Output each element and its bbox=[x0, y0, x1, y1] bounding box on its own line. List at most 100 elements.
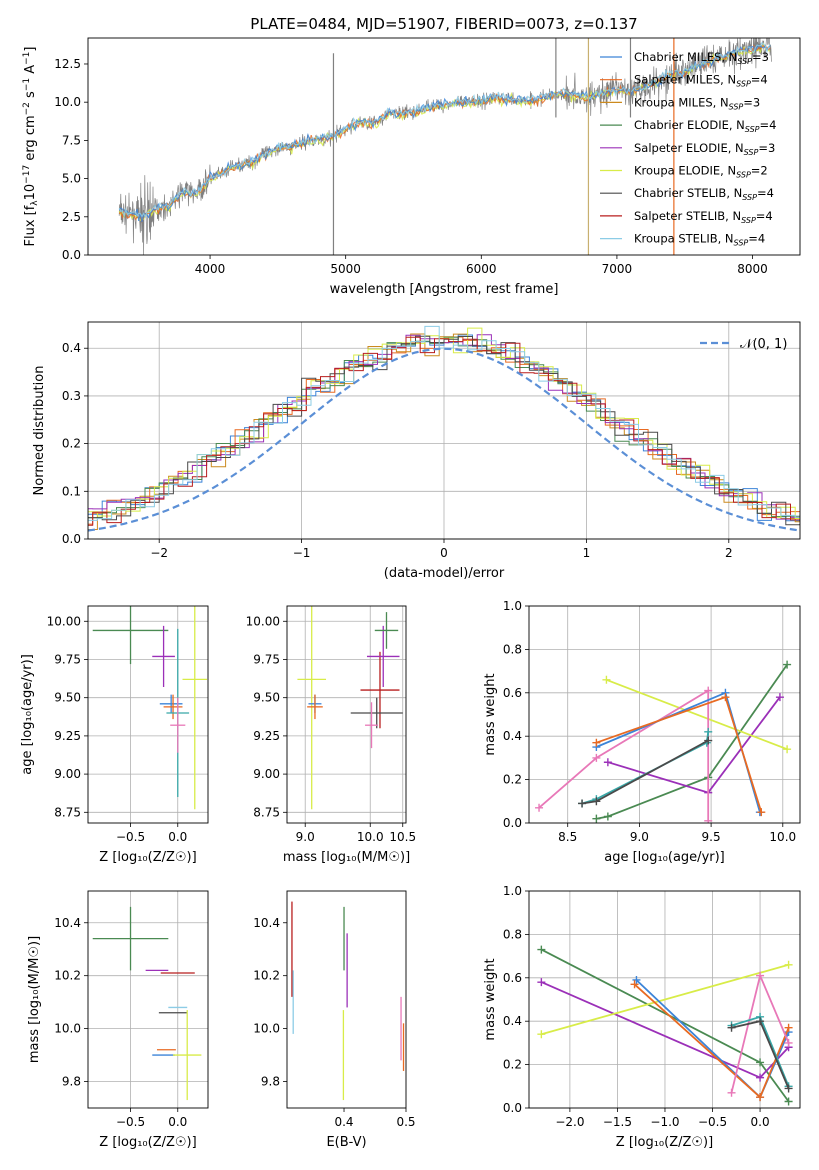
x-tick-label: 8000 bbox=[737, 262, 768, 276]
weight-point-marker bbox=[775, 693, 784, 702]
y-tick-label: 0.1 bbox=[62, 484, 81, 498]
weight-point-marker bbox=[592, 753, 601, 762]
age-vs-metallicity-panel: −0.5 0.0 8.75 9.00 9.25 9.50 9.75 10.00 Z [log₁₀… bbox=[20, 605, 209, 865]
x-tick-label: −0.5 bbox=[116, 1115, 145, 1129]
errorbar-point bbox=[307, 694, 323, 720]
age-vs-mass-panel: 9.0 10.0 10.5 8.75 9.00 9.25 9.50 9.75 10.00 mass… bbox=[246, 605, 416, 865]
weight-point-marker bbox=[756, 1093, 765, 1102]
spectrum-panel: 4000 5000 6000 7000 8000 0.0 2.5 5.0 7.5 10.0 12.5… bbox=[22, 37, 801, 297]
weight-series bbox=[535, 686, 713, 823]
residual-histogram-panel: −2 −1 0 1 2 0.0 0.1 0.2 0.3 0.4 (data-model)/error… bbox=[32, 321, 801, 581]
weight-point-marker bbox=[632, 975, 641, 984]
plot-area bbox=[118, 38, 772, 255]
x-tick-label: 8.5 bbox=[558, 830, 577, 844]
weight-series bbox=[578, 736, 713, 808]
weight-point-marker bbox=[756, 971, 765, 980]
weight-point-marker bbox=[578, 799, 587, 808]
y-tick-label: 9.25 bbox=[253, 729, 280, 743]
x-tick-label: 9.0 bbox=[630, 830, 649, 844]
weight-point-marker bbox=[756, 1058, 765, 1067]
errorbar-point bbox=[170, 697, 186, 753]
residual-histogram-line bbox=[88, 336, 800, 526]
x-axis-label: age [log₁₀(age/yr)] bbox=[604, 850, 725, 865]
model-spectrum-line bbox=[118, 41, 771, 219]
x-tick-label: 6000 bbox=[466, 262, 497, 276]
grid-lines bbox=[88, 322, 800, 540]
weight-point-marker bbox=[602, 675, 611, 684]
x-tick-label: −0.5 bbox=[698, 1115, 727, 1129]
x-tick-label: 0.0 bbox=[168, 830, 187, 844]
x-tick-label: −0.5 bbox=[116, 830, 145, 844]
errorbar-point bbox=[374, 612, 399, 649]
errorbar-point bbox=[159, 694, 183, 713]
ticks: 8.5 9.0 9.5 10.0 0.0 0.2 0.4 0.6 0.8 1.0 bbox=[503, 599, 796, 844]
y-tick-label: 1.0 bbox=[503, 599, 522, 613]
weight-point-marker bbox=[537, 978, 546, 987]
x-tick-label: 10.0 bbox=[357, 830, 384, 844]
y-tick-label: 7.5 bbox=[62, 133, 81, 147]
x-tick-label: 9.0 bbox=[296, 830, 315, 844]
y-tick-label: 2.5 bbox=[62, 210, 81, 224]
y-tick-label: 8.75 bbox=[54, 805, 81, 819]
figure-title: PLATE=0484, MJD=51907, FIBERID=0073, z=0… bbox=[250, 15, 637, 33]
axes-frame bbox=[87, 321, 801, 540]
weight-series bbox=[592, 693, 766, 817]
x-tick-label: 0.5 bbox=[396, 1115, 415, 1129]
y-tick-label: 9.25 bbox=[54, 729, 81, 743]
x-tick-label: −1.0 bbox=[650, 1115, 679, 1129]
axes-frame bbox=[87, 37, 801, 256]
legend-entry: Salpeter STELIB, NSSP=4 bbox=[634, 209, 773, 225]
y-axis-label: mass [log₁₀(M/M☉)] bbox=[27, 936, 42, 1063]
x-tick-label: −1 bbox=[293, 546, 311, 560]
weight-point-marker bbox=[784, 1023, 793, 1032]
y-tick-label: 10.00 bbox=[47, 614, 81, 628]
ticks: 9.0 10.0 10.5 8.75 9.00 9.25 9.50 9.75 10.00 bbox=[246, 614, 416, 844]
axes-frame bbox=[528, 890, 801, 1109]
y-axis-label: mass weight bbox=[483, 958, 498, 1040]
y-tick-label: 0.3 bbox=[62, 389, 81, 403]
x-tick-label: 2 bbox=[725, 546, 733, 560]
weight-point-marker bbox=[592, 814, 601, 823]
weight-point-marker bbox=[756, 1017, 765, 1026]
x-tick-label: 5000 bbox=[330, 262, 361, 276]
weight-point-marker bbox=[704, 727, 713, 736]
y-tick-label: 0.8 bbox=[503, 927, 522, 941]
spectrum-legend: Chabrier MILES, NSSP=3 Salpeter MILES, NS… bbox=[600, 50, 776, 248]
axes-frame bbox=[286, 605, 407, 824]
y-tick-label: 12.5 bbox=[54, 57, 81, 71]
errorbar-point bbox=[350, 697, 403, 729]
y-tick-label: 9.8 bbox=[62, 1075, 81, 1089]
x-axis-label: Z [log₁₀(Z/Z☉)] bbox=[99, 850, 196, 865]
plot-area bbox=[535, 660, 792, 823]
x-tick-label: −2 bbox=[150, 546, 168, 560]
ticks: 0.4 0.5 9.8 10.0 10.2 10.4 bbox=[253, 916, 415, 1129]
weight-series bbox=[727, 971, 793, 1097]
weight-series-line bbox=[581, 731, 710, 805]
weight-series bbox=[578, 727, 713, 808]
weight-point-marker bbox=[784, 1038, 793, 1047]
plot-area bbox=[291, 901, 405, 1101]
weight-series bbox=[727, 1017, 793, 1093]
legend-entry: 𝒩(0, 1) bbox=[740, 337, 787, 352]
y-tick-label: 9.50 bbox=[54, 691, 81, 705]
weight-point-marker bbox=[784, 1097, 793, 1106]
weight-series bbox=[630, 980, 793, 1102]
x-axis-label: (data-model)/error bbox=[384, 566, 505, 581]
y-tick-label: 10.00 bbox=[246, 614, 280, 628]
weight-vs-age-panel: 8.5 9.0 9.5 10.0 0.0 0.2 0.4 0.6 0.8 1.0 age [log₁… bbox=[483, 599, 801, 865]
x-tick-label: 4000 bbox=[195, 262, 226, 276]
x-tick-label: 0.0 bbox=[168, 1115, 187, 1129]
errorbar-point bbox=[92, 606, 169, 665]
weight-series bbox=[602, 675, 792, 754]
y-tick-label: 0.4 bbox=[503, 1014, 522, 1028]
weight-point-marker bbox=[630, 980, 639, 989]
weight-series-line bbox=[596, 691, 761, 813]
weight-point-marker bbox=[592, 797, 601, 806]
x-tick-label: 0 bbox=[440, 546, 448, 560]
axes-frame bbox=[87, 890, 209, 1109]
weight-point-marker bbox=[756, 1073, 765, 1082]
legend-entry: Chabrier STELIB, NSSP=4 bbox=[634, 186, 774, 202]
errorbar-point bbox=[366, 625, 400, 687]
y-tick-label: 10.0 bbox=[253, 1022, 280, 1036]
weight-point-marker bbox=[783, 660, 792, 669]
